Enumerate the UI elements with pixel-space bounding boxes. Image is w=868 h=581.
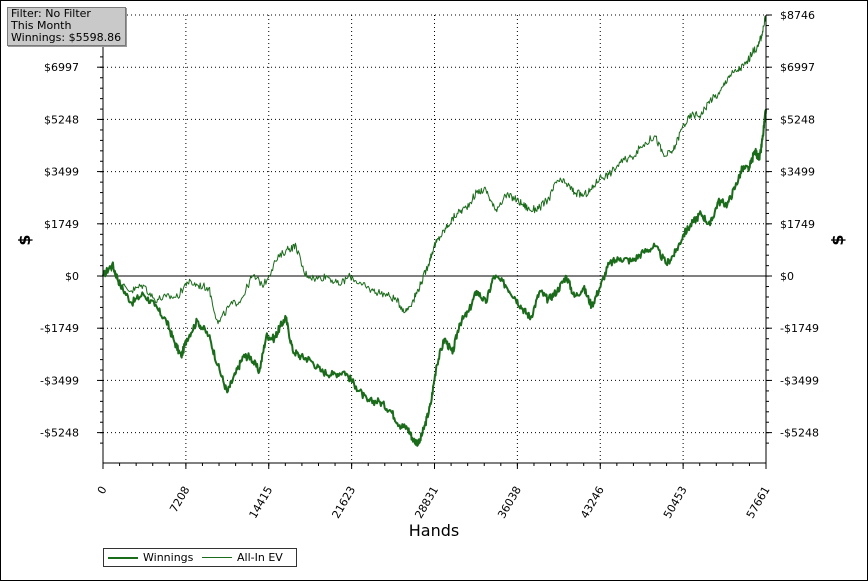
axes <box>97 14 772 469</box>
y-tick-label-right: -$1749 <box>780 322 819 335</box>
y-tick-label-right: -$3499 <box>780 374 819 387</box>
y-tick-label-left: -$3499 <box>40 374 79 387</box>
series-line-winnings <box>102 108 767 447</box>
y-axis-title-right: $ <box>828 234 847 245</box>
y-tick-label-left: -$1749 <box>40 322 79 335</box>
x-tick-label: 50453 <box>661 484 690 521</box>
y-tick-label-left: $1749 <box>44 218 79 231</box>
filter-label: Filter: No Filter <box>11 7 91 20</box>
x-tick-label: 43246 <box>578 484 607 521</box>
y-tick-label-left: $5248 <box>44 113 79 126</box>
legend-item-allin-ev: All-In EV <box>202 551 283 564</box>
x-axis-title: Hands <box>409 521 459 540</box>
y-tick-label-right: $1749 <box>780 218 815 231</box>
y-tick-label-right: $5248 <box>780 113 815 126</box>
grid <box>103 14 766 463</box>
x-tick-label: 7208 <box>167 484 192 515</box>
y-tick-label-right: $3499 <box>780 166 815 179</box>
legend-label-allin-ev: All-In EV <box>237 551 283 564</box>
y-tick-label-left: $3499 <box>44 166 79 179</box>
filter-info-box: Filter: No Filter This Month Winnings: $… <box>7 7 126 46</box>
period-label: This Month <box>11 19 72 32</box>
y-tick-label-right: $8746 <box>780 9 815 22</box>
series-line-all-in-ev <box>102 14 767 325</box>
y-tick-label-left: $6997 <box>44 61 79 74</box>
legend: Winnings All-In EV <box>103 548 297 567</box>
x-tick-label: 57661 <box>744 484 773 521</box>
x-tick-label: 36038 <box>495 484 524 521</box>
x-tick-label: 0 <box>95 484 110 497</box>
y-tick-label-right: -$5248 <box>780 427 819 440</box>
y-tick-label-right: $6997 <box>780 61 815 74</box>
x-tick-label: 28831 <box>412 484 441 521</box>
y-tick-label-right: $0 <box>780 270 794 283</box>
legend-swatch-winnings <box>108 556 138 559</box>
legend-swatch-allin-ev <box>202 557 232 558</box>
y-axis-title-left: $ <box>15 234 34 245</box>
y-tick-label-left: $0 <box>65 270 79 283</box>
legend-label-winnings: Winnings <box>143 551 194 564</box>
winnings-label: Winnings: $5598.86 <box>11 31 122 44</box>
x-tick-label: 21623 <box>329 484 358 521</box>
y-tick-label-left: -$5248 <box>40 427 79 440</box>
series-layer <box>102 14 767 447</box>
x-tick-label: 14415 <box>247 484 276 521</box>
legend-item-winnings: Winnings <box>108 551 193 564</box>
